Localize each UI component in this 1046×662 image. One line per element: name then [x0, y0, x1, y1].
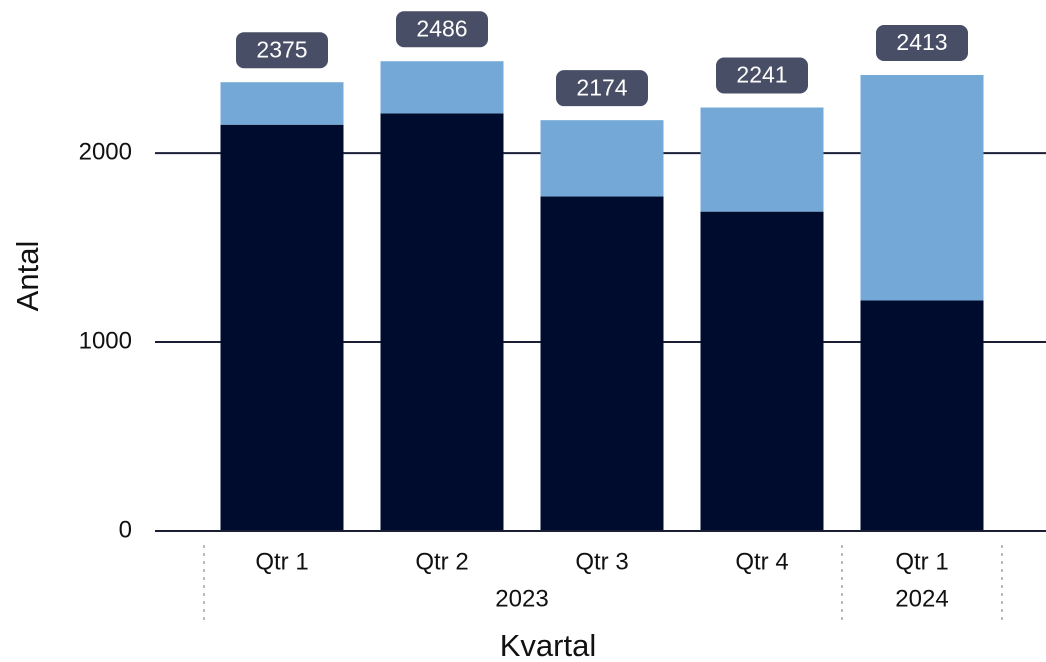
bar-segment	[700, 107, 824, 212]
y-tick-label: 0	[119, 516, 132, 543]
total-label-box	[876, 25, 968, 62]
total-label: 2375	[256, 36, 307, 62]
bar-segment	[700, 211, 824, 531]
bar-segment	[860, 75, 984, 301]
total-label: 2174	[576, 74, 627, 100]
total-label: 2413	[896, 29, 947, 55]
total-label-box	[236, 32, 328, 69]
bar-segment	[540, 120, 664, 197]
x-axis-label: Kvartal	[500, 628, 596, 662]
y-tick-label: 1000	[79, 327, 132, 354]
bar-segment	[220, 124, 344, 531]
x-group-label: 2024	[895, 585, 948, 612]
x-group-label: 2023	[495, 585, 548, 612]
total-label-box	[396, 11, 488, 48]
bar-segment	[380, 113, 504, 531]
bar-segment	[380, 61, 504, 114]
x-tick-label: Qtr 1	[255, 548, 308, 575]
x-tick-label: Qtr 1	[895, 548, 948, 575]
bar-segment	[860, 300, 984, 531]
y-axis-label: Antal	[10, 241, 45, 312]
y-tick-label: 2000	[79, 138, 132, 165]
total-label: 2241	[736, 62, 787, 88]
bar-segment	[220, 82, 344, 125]
x-tick-label: Qtr 4	[735, 548, 788, 575]
total-label-box	[716, 57, 808, 94]
x-tick-label: Qtr 2	[415, 548, 468, 575]
total-label: 2486	[416, 15, 467, 41]
total-label-box	[556, 70, 648, 107]
bar-segment	[540, 196, 664, 532]
x-tick-label: Qtr 3	[575, 548, 628, 575]
